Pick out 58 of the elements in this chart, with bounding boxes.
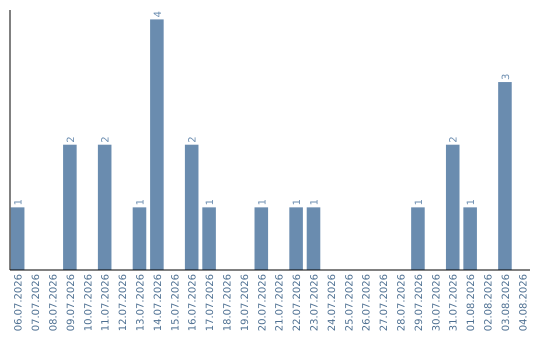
data-label: 1 — [310, 198, 321, 206]
bar — [184, 144, 198, 270]
data-label: 1 — [205, 198, 216, 206]
data-label: 4 — [152, 11, 164, 18]
bar — [150, 19, 164, 270]
bar — [202, 207, 216, 270]
x-tick-label: 17.07.2026 — [205, 274, 216, 332]
bar — [306, 207, 320, 270]
x-tick-label: 29.07.2026 — [414, 274, 425, 332]
data-label: 1 — [292, 198, 304, 206]
data-label: 2 — [100, 136, 112, 143]
data-label: 2 — [66, 136, 77, 143]
x-tick-label: 12.07.2026 — [118, 274, 130, 332]
x-tick-label: 07.07.2026 — [31, 274, 42, 332]
data-label: 1 — [414, 198, 425, 206]
x-tick-label: 25.07.2026 — [344, 274, 356, 332]
x-tick-label: 26.07.2026 — [362, 274, 373, 332]
x-tick-label: 24.07.2026 — [326, 274, 338, 332]
data-label: 2 — [188, 136, 199, 143]
bar — [498, 82, 512, 270]
x-tick-label: 30.07.2026 — [431, 274, 442, 332]
x-tick-label: 13.07.2026 — [135, 274, 146, 332]
bar — [132, 207, 146, 270]
x-tick-label: 19.07.2026 — [240, 274, 251, 332]
x-tick-label: 01.08.2026 — [466, 274, 478, 332]
bar — [98, 144, 112, 270]
bar — [63, 144, 77, 270]
x-tick-label: 20.07.2026 — [257, 274, 268, 332]
x-tick-label: 02.08.2026 — [484, 274, 495, 332]
data-label: 1 — [257, 198, 268, 206]
data-label: 1 — [135, 198, 146, 206]
data-label: 2 — [448, 136, 460, 143]
x-tick-label: 31.07.2026 — [448, 274, 460, 332]
x-tick-label: 22.07.2026 — [292, 274, 304, 332]
bar — [289, 207, 303, 270]
x-tick-label: 06.07.2026 — [14, 274, 25, 332]
x-tick-label: 23.07.2026 — [310, 274, 321, 332]
bar — [10, 207, 24, 270]
bar — [411, 207, 425, 270]
data-label: 1 — [14, 198, 25, 206]
x-tick-label: 14.07.2026 — [152, 274, 164, 332]
x-tick-label: 27.07.2026 — [379, 274, 390, 332]
bar — [446, 144, 460, 270]
bar — [463, 207, 477, 270]
x-tick-label: 21.07.2026 — [274, 274, 286, 332]
x-tick-label: 03.08.2026 — [500, 274, 512, 332]
x-tick-label: 08.07.2026 — [48, 274, 60, 332]
x-tick-label: 10.07.2026 — [83, 274, 94, 332]
x-tick-label: 18.07.2026 — [222, 274, 234, 332]
x-tick-label: 09.07.2026 — [66, 274, 77, 332]
bar — [254, 207, 268, 270]
x-tick-label: 04.08.2026 — [518, 274, 530, 332]
data-label: 1 — [466, 198, 478, 206]
x-tick-label: 16.07.2026 — [188, 274, 199, 332]
x-tick-label: 15.07.2026 — [170, 274, 182, 332]
x-tick-label: 11.07.2026 — [100, 274, 112, 332]
data-label: 3 — [500, 74, 512, 80]
x-tick-label: 28.07.2026 — [396, 274, 408, 332]
